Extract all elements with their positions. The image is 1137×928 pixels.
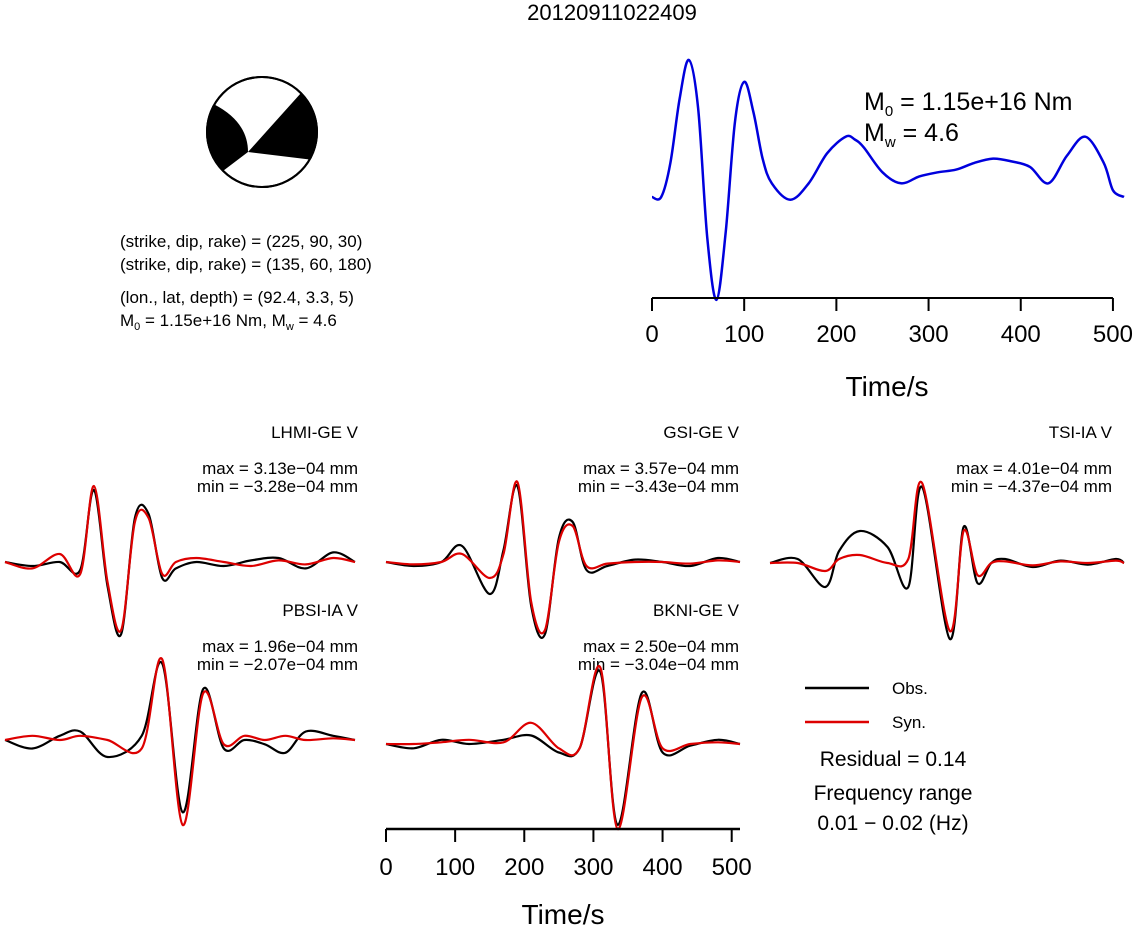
source-time-function-panel: 0 100 200 300 400 500 [645, 58, 1133, 348]
station-min: min = −3.28e−04 mm [197, 477, 358, 496]
station-max: max = 2.50e−04 mm [583, 637, 739, 656]
figure-title: 20120911022409 [527, 0, 697, 25]
stf-x-tick-label: 300 [909, 321, 949, 348]
beachball-compressional-quadrants [207, 93, 317, 171]
station-max: max = 3.57e−04 mm [583, 459, 739, 478]
stf-line [651, 58, 1125, 302]
stf-x-tick-label: 100 [724, 321, 764, 348]
station-min: min = −2.07e−04 mm [197, 655, 358, 674]
nodal-plane-1: (strike, dip, rake) = (225, 90, 30) [120, 232, 362, 251]
station-label: PBSI-IA V [282, 601, 358, 620]
stf-x-tick-label: 0 [645, 321, 658, 348]
station-label: LHMI-GE V [271, 423, 359, 442]
waveform-time-axis: 0 100 200 300 400 500 [379, 827, 752, 881]
station-max: max = 3.13e−04 mm [202, 459, 358, 478]
legend-syn-label: Syn. [892, 713, 926, 732]
waveform-x-tick-label: 200 [504, 854, 544, 881]
frequency-range-label: Frequency range [814, 782, 973, 805]
beachball-icon [206, 76, 318, 188]
syn-trace [4, 484, 356, 633]
legend: Obs. Syn. [805, 679, 928, 732]
station-min: min = −3.04e−04 mm [578, 655, 739, 674]
waveform-x-axis-label: Time/s [522, 899, 605, 928]
frequency-range-value: 0.01 − 0.02 (Hz) [817, 812, 968, 835]
waveform-x-tick-label: 0 [379, 854, 392, 881]
stf-magnitude-label: Mw = 4.6 [864, 119, 959, 151]
nodal-plane-2: (strike, dip, rake) = (135, 60, 180) [120, 255, 372, 274]
station-max: max = 1.96e−04 mm [202, 637, 358, 656]
obs-trace [4, 488, 356, 638]
station-label: GSI-GE V [663, 423, 739, 442]
obs-trace [4, 660, 356, 814]
waveform-x-tick-label: 100 [435, 854, 475, 881]
station-min: min = −3.43e−04 mm [578, 477, 739, 496]
syn-trace [769, 480, 1125, 633]
station-label: BKNI-GE V [653, 601, 740, 620]
waveform-x-tick-label: 400 [643, 854, 683, 881]
focal-mechanism-info: (strike, dip, rake) = (225, 90, 30) (str… [120, 232, 372, 333]
station-label: TSI-IA V [1049, 423, 1113, 442]
residual-label: Residual = 0.14 [820, 748, 967, 771]
moment-summary: M0 = 1.15e+16 Nm, Mw = 4.6 [120, 311, 337, 333]
syn-trace [4, 657, 356, 827]
waveform-x-tick-label: 500 [712, 854, 752, 881]
stf-x-tick-label: 500 [1093, 321, 1133, 348]
station-min: min = −4.37e−04 mm [951, 477, 1112, 496]
waveform-x-tick-label: 300 [573, 854, 613, 881]
stf-x-tick-label: 400 [1001, 321, 1041, 348]
stf-x-tick-label: 200 [816, 321, 856, 348]
location-depth: (lon., lat, depth) = (92.4, 3.3, 5) [120, 288, 354, 307]
stf-x-axis-label: Time/s [846, 371, 929, 402]
stf-moment-label: M0 = 1.15e+16 Nm [864, 88, 1072, 120]
obs-trace [385, 669, 741, 826]
legend-obs-label: Obs. [892, 679, 928, 698]
syn-trace [385, 480, 741, 635]
syn-trace [385, 664, 741, 831]
station-max: max = 4.01e−04 mm [956, 459, 1112, 478]
